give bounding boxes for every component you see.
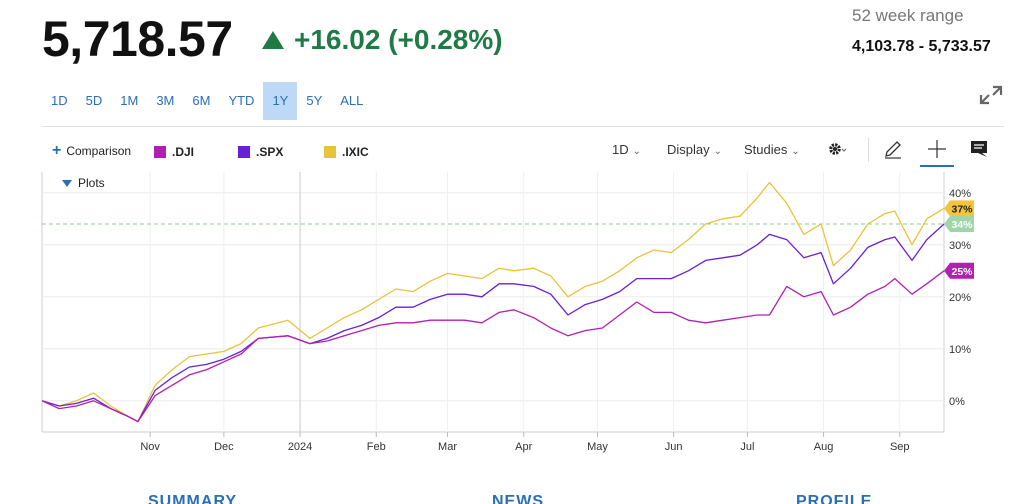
interval-label: 1D bbox=[612, 142, 629, 157]
legend-dji-label: .DJI bbox=[172, 145, 195, 159]
period-1d[interactable]: 1D bbox=[51, 93, 68, 108]
legend-spx-swatch bbox=[238, 146, 250, 158]
x-tick-label: Mar bbox=[438, 441, 457, 453]
y-tick-label: 20% bbox=[949, 292, 971, 304]
crosshair-active-indicator bbox=[920, 165, 954, 167]
legend-ixic-swatch bbox=[324, 146, 336, 158]
plus-icon: + bbox=[52, 142, 62, 159]
legend-dji-swatch bbox=[154, 146, 166, 158]
y-tick-label: 30% bbox=[949, 240, 971, 252]
y-tick-label: 10% bbox=[949, 344, 971, 356]
period-selector: 1D 5D 1M 3M 6M YTD 1Y 5Y ALL bbox=[42, 82, 372, 120]
pencil-icon[interactable] bbox=[882, 138, 904, 160]
period-5y[interactable]: 5Y bbox=[306, 93, 323, 108]
last-value-label-ixic: 37% bbox=[951, 203, 973, 215]
x-tick-label: May bbox=[587, 441, 608, 453]
series-line-ixic bbox=[41, 181, 945, 423]
x-tick-label: Feb bbox=[367, 441, 386, 453]
period-1y[interactable]: 1Y bbox=[263, 82, 298, 120]
legend-spx-label: .SPX bbox=[256, 145, 284, 159]
last-value-label-dji: 25% bbox=[951, 266, 973, 278]
y-tick-label: 40% bbox=[949, 188, 971, 200]
studies-label: Studies bbox=[744, 142, 788, 157]
display-select[interactable]: Display ⌄ bbox=[667, 142, 722, 157]
chevron-down-icon: ⌄ bbox=[632, 146, 642, 157]
tab-summary[interactable]: SUMMARY bbox=[148, 494, 238, 504]
x-tick-label: Jul bbox=[740, 441, 754, 453]
triangle-down-icon bbox=[62, 179, 72, 187]
last-value-badge-spx bbox=[944, 216, 974, 232]
interval-select[interactable]: 1D ⌄ bbox=[612, 142, 641, 157]
last-price: 5,718.57 bbox=[42, 11, 233, 67]
x-tick-label: Nov bbox=[140, 441, 160, 453]
x-tick-label: 2024 bbox=[288, 441, 312, 453]
x-tick-label: Apr bbox=[515, 441, 532, 453]
period-5d[interactable]: 5D bbox=[85, 93, 103, 108]
bottom-tabs: SUMMARY NEWS PROFILE bbox=[0, 494, 1018, 504]
x-tick-label: Aug bbox=[814, 441, 834, 453]
period-all[interactable]: ALL bbox=[340, 93, 364, 108]
period-6m[interactable]: 6M bbox=[192, 93, 211, 108]
legend-ixic[interactable]: .IXIC bbox=[324, 145, 369, 159]
plots-label: Plots bbox=[78, 176, 105, 190]
toolbar-separator bbox=[868, 138, 869, 162]
comment-icon[interactable] bbox=[968, 138, 990, 160]
header-divider bbox=[42, 126, 1004, 127]
chevron-down-icon: ⌄ bbox=[713, 146, 723, 157]
x-tick-label: Dec bbox=[214, 441, 234, 453]
expand-icon[interactable] bbox=[978, 84, 1004, 106]
period-ytd[interactable]: YTD bbox=[228, 93, 255, 108]
settings-gear-icon[interactable] bbox=[826, 138, 848, 160]
period-3m[interactable]: 3M bbox=[156, 93, 175, 108]
comparison-button[interactable]: + Comparison bbox=[52, 142, 132, 159]
display-label: Display bbox=[667, 142, 710, 157]
studies-select[interactable]: Studies ⌄ bbox=[744, 142, 800, 157]
last-value-badge-ixic bbox=[944, 200, 974, 217]
legend-dji[interactable]: .DJI bbox=[154, 145, 194, 159]
legend-spx[interactable]: .SPX bbox=[238, 145, 283, 159]
series-line-spx bbox=[41, 223, 945, 423]
last-value-badge-dji bbox=[944, 262, 974, 279]
tab-news[interactable]: NEWS bbox=[492, 494, 544, 504]
crosshair-icon[interactable] bbox=[926, 138, 948, 160]
legend-ixic-label: .IXIC bbox=[342, 145, 369, 159]
price-change: +16.02 (+0.28%) bbox=[262, 24, 503, 56]
chart-toolbar: + Comparison .DJI .SPX .IXIC 1D ⌄ Display… bbox=[42, 138, 1004, 168]
last-value-label-spx: 34% bbox=[951, 219, 973, 231]
period-1m[interactable]: 1M bbox=[120, 93, 139, 108]
series-line-dji bbox=[41, 270, 945, 423]
week-range-label: 52 week range bbox=[852, 6, 964, 25]
chevron-down-icon: ⌄ bbox=[791, 146, 800, 157]
comparison-label: Comparison bbox=[66, 144, 132, 158]
x-tick-label: Sep bbox=[890, 441, 910, 453]
plots-toggle[interactable]: Plots bbox=[62, 176, 105, 190]
y-tick-label: 0% bbox=[949, 396, 965, 408]
tab-profile[interactable]: PROFILE bbox=[796, 494, 873, 504]
week-range-value: 4,103.78 - 5,733.57 bbox=[852, 38, 991, 55]
price-change-value: +16.02 (+0.28%) bbox=[294, 24, 503, 55]
x-tick-label: Jun bbox=[665, 441, 683, 453]
up-arrow-icon bbox=[262, 31, 284, 49]
